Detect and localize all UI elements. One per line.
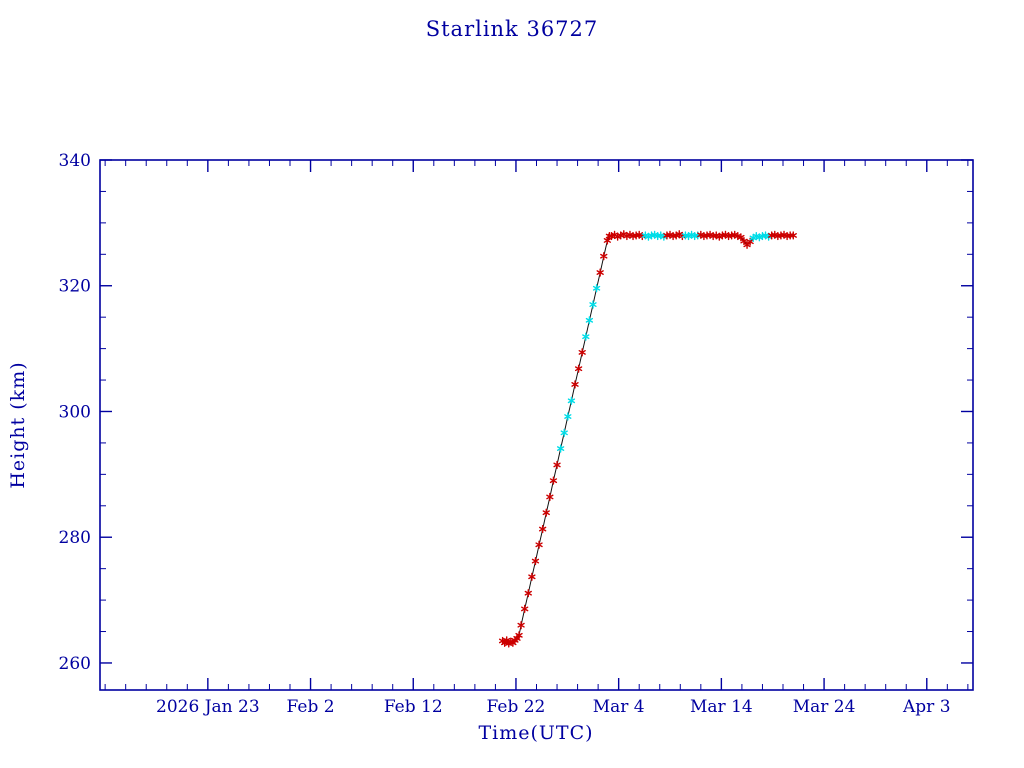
y-tick-label: 260 (59, 654, 91, 674)
data-point-marker (585, 316, 594, 325)
y-tick-label: 280 (59, 528, 91, 548)
data-point-marker (582, 332, 590, 341)
data-point-marker (524, 589, 532, 598)
x-tick-label: Feb 2 (287, 697, 335, 717)
y-tick-label: 320 (59, 277, 91, 297)
x-tick-label: Mar 4 (593, 697, 645, 717)
height-line (502, 233, 794, 645)
data-point-marker (567, 396, 576, 405)
data-point-marker (531, 557, 540, 566)
data-point-marker (743, 240, 751, 249)
plot-border (99, 159, 974, 691)
x-tick-label: Feb 22 (487, 697, 546, 717)
data-point-marker (535, 540, 543, 549)
data-point-marker (564, 412, 572, 421)
data-point-marker (556, 444, 565, 453)
x-tick-label: Feb 12 (384, 697, 443, 717)
data-point-marker (542, 508, 550, 517)
data-point-marker (560, 428, 568, 437)
x-axis-label: Time(UTC) (478, 722, 594, 744)
data-point-marker (596, 268, 604, 277)
data-point-marker (546, 492, 554, 502)
data-point-marker (553, 460, 561, 470)
data-point-marker (517, 621, 525, 630)
data-point-marker (578, 348, 586, 357)
data-point-marker (539, 524, 547, 534)
data-point-marker (521, 604, 529, 613)
data-point-marker (515, 631, 523, 640)
x-tick-label: 2026 Jan 23 (156, 697, 260, 717)
y-tick-label: 340 (59, 151, 91, 171)
chart-title: Starlink 36727 (425, 17, 599, 41)
x-tick-label: Mar 24 (793, 697, 856, 717)
x-tick-label: Mar 14 (690, 697, 753, 717)
x-tick-label: Apr 3 (902, 697, 951, 717)
data-point-marker (589, 300, 597, 309)
y-tick-label: 300 (59, 402, 91, 422)
data-point-marker (600, 252, 608, 261)
data-point-marker (574, 364, 583, 373)
data-point-marker (549, 476, 558, 485)
data-point-marker (592, 284, 601, 293)
data-point-marker (528, 572, 536, 581)
data-point-marker (571, 380, 579, 389)
data-point-marker (789, 231, 797, 240)
